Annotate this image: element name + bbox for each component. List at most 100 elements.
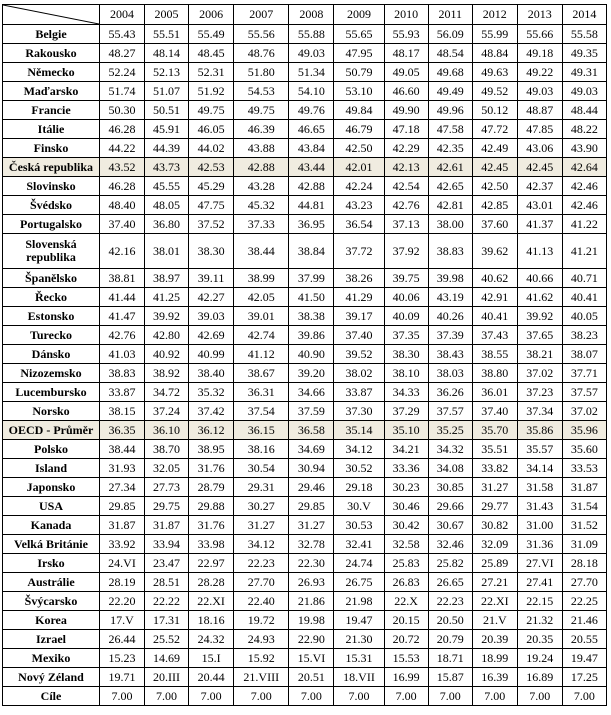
value-cell: 49.90 — [383, 100, 429, 120]
value-cell: 26.93 — [288, 572, 335, 592]
value-cell: 50.79 — [333, 62, 385, 82]
value-cell: 55.58 — [561, 24, 608, 44]
value-cell: 36.10 — [143, 420, 190, 440]
country-label: Řecko — [2, 287, 100, 307]
value-cell: 41.25 — [143, 287, 190, 307]
value-cell: 26.75 — [333, 572, 385, 592]
value-cell: 31.87 — [99, 515, 145, 535]
table-row: Finsko 44.22 44.39 44.02 43.88 43.84 42.50 42.2… — [2, 138, 608, 158]
value-cell: 36.95 — [288, 214, 335, 234]
value-cell: 28.18 — [561, 553, 608, 573]
value-cell: 22.20 — [99, 591, 145, 611]
value-cell: 40.92 — [143, 344, 190, 364]
value-cell: 42.13 — [383, 157, 429, 177]
value-cell: 37.35 — [383, 325, 429, 345]
country-label: Slovenská republika — [2, 233, 100, 269]
value-cell: 30.82 — [471, 515, 518, 535]
value-cell: 55.88 — [288, 24, 335, 44]
value-cell: 41.50 — [288, 287, 335, 307]
value-cell: 31.76 — [188, 515, 235, 535]
value-cell: 7.00 — [99, 686, 145, 706]
value-cell: 46.05 — [188, 119, 235, 139]
value-cell: 47.95 — [333, 43, 385, 63]
value-cell: 22.23 — [427, 591, 473, 611]
country-label: Norsko — [2, 401, 100, 421]
value-cell: 40.90 — [288, 344, 335, 364]
value-cell: 35.32 — [188, 382, 235, 402]
value-cell: 21.32 — [516, 610, 563, 630]
value-cell: 42.69 — [188, 325, 235, 345]
value-cell: 37.23 — [516, 382, 563, 402]
value-cell: 42.74 — [233, 325, 290, 345]
value-cell: 36.12 — [188, 420, 235, 440]
table-row: Portugalsko 37.40 36.80 37.52 37.33 36.95 36.5… — [2, 214, 608, 234]
value-cell: 22.40 — [233, 591, 290, 611]
value-cell: 7.00 — [188, 686, 235, 706]
value-cell: 21.VIII — [233, 667, 290, 687]
value-cell: 37.71 — [561, 363, 608, 383]
year-header-2007: 2007 — [233, 4, 290, 25]
value-cell: 42.29 — [383, 138, 429, 158]
country-label: Španělsko — [2, 268, 100, 288]
value-cell: 27.70 — [233, 572, 290, 592]
value-cell: 55.65 — [333, 24, 385, 44]
value-cell: 30.27 — [233, 496, 290, 516]
value-cell: 39.20 — [288, 363, 335, 383]
value-cell: 39.62 — [471, 233, 518, 269]
table-row: Izrael 26.44 25.52 24.32 24.93 22.90 21.30 20.7… — [2, 629, 608, 649]
value-cell: 37.24 — [143, 401, 190, 421]
value-cell: 42.27 — [188, 287, 235, 307]
value-cell: 38.44 — [99, 439, 145, 459]
value-cell: 41.62 — [516, 287, 563, 307]
value-cell: 30.23 — [383, 477, 429, 497]
value-cell: 20.72 — [383, 629, 429, 649]
country-label: Francie — [2, 100, 100, 120]
value-cell: 29.85 — [288, 496, 335, 516]
value-cell: 38.92 — [143, 363, 190, 383]
value-cell: 50.51 — [143, 100, 190, 120]
value-cell: 36.54 — [333, 214, 385, 234]
table-row: Nizozemsko 38.83 38.92 38.40 38.67 39.20 38.02… — [2, 363, 608, 383]
value-cell: 49.18 — [516, 43, 563, 63]
value-cell: 44.02 — [188, 138, 235, 158]
country-label: Japonsko — [2, 477, 100, 497]
value-cell: 34.72 — [143, 382, 190, 402]
value-cell: 32.41 — [333, 534, 385, 554]
value-cell: 49.75 — [188, 100, 235, 120]
value-cell: 29.85 — [99, 496, 145, 516]
value-cell: 46.60 — [383, 81, 429, 101]
value-cell: 29.46 — [288, 477, 335, 497]
value-cell: 43.88 — [233, 138, 290, 158]
value-cell: 14.69 — [143, 648, 190, 668]
value-cell: 31.93 — [99, 458, 145, 478]
value-cell: 31.76 — [188, 458, 235, 478]
value-cell: 33.87 — [333, 382, 385, 402]
country-label: Finsko — [2, 138, 100, 158]
value-cell: 22.X — [383, 591, 429, 611]
country-label: USA — [2, 496, 100, 516]
value-cell: 47.72 — [471, 119, 518, 139]
value-cell: 29.31 — [233, 477, 290, 497]
value-cell: 42.46 — [561, 176, 608, 196]
value-cell: 22.XI — [471, 591, 518, 611]
value-cell: 35.60 — [561, 439, 608, 459]
value-cell: 19.98 — [288, 610, 335, 630]
value-cell: 27.41 — [516, 572, 563, 592]
country-label: Švýcarsko — [2, 591, 100, 611]
value-cell: 40.06 — [383, 287, 429, 307]
value-cell: 21.98 — [333, 591, 385, 611]
value-cell: 15.I — [188, 648, 235, 668]
value-cell: 20.79 — [427, 629, 473, 649]
value-cell: 38.26 — [333, 268, 385, 288]
value-cell: 38.55 — [471, 344, 518, 364]
value-cell: 46.28 — [99, 176, 145, 196]
value-cell: 43.52 — [99, 157, 145, 177]
table-row: Turecko 42.76 42.80 42.69 42.74 39.86 37.40 37.… — [2, 325, 608, 345]
value-cell: 22.23 — [233, 553, 290, 573]
country-label: Rakousko — [2, 43, 100, 63]
value-cell: 37.59 — [288, 401, 335, 421]
value-cell: 39.52 — [333, 344, 385, 364]
country-label: Německo — [2, 62, 100, 82]
value-cell: 22.90 — [288, 629, 335, 649]
value-cell: 48.17 — [383, 43, 429, 63]
